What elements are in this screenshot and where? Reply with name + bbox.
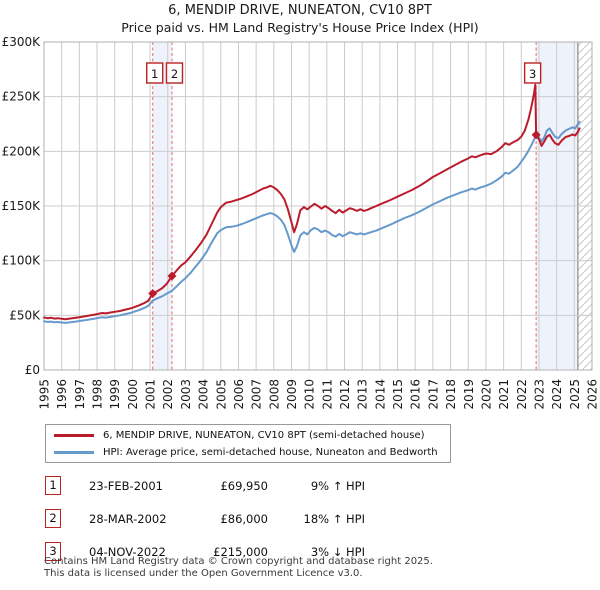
footer-line-2: This data is licensed under the Open Gov…: [44, 567, 363, 579]
transaction-3-hpi-change: 3% ↓ HPI: [310, 545, 365, 559]
x-tick-label-1999: 1999: [108, 379, 122, 410]
y-tick-label-150k: £150K: [2, 199, 42, 213]
y-tick-label-0k: £0: [25, 363, 40, 377]
sale-marker-box-2[interactable]: [165, 62, 184, 84]
transaction-row-3: 3 04-NOV-2022 £215,000 3% ↓ HPI: [0, 542, 600, 564]
sale-marker-diamond-2: [167, 271, 177, 281]
sale-marker-box-1[interactable]: [146, 62, 164, 84]
page-subtitle: Price paid vs. HM Land Registry's House …: [121, 20, 479, 35]
transaction-1-price: £69,950: [220, 479, 268, 493]
price-paid-line: [43, 83, 581, 321]
x-tick-label-2002: 2002: [161, 379, 175, 410]
x-tick-label-2022: 2022: [515, 379, 529, 410]
sale-marker-diamond-3: [531, 130, 541, 140]
x-tick-label-2000: 2000: [126, 379, 140, 410]
transaction-2-hpi-change: 18% ↑ HPI: [303, 512, 365, 526]
x-tick-label-2018: 2018: [444, 379, 458, 410]
transaction-3-date: 04-NOV-2022: [89, 545, 166, 559]
sale-marker-box-3[interactable]: [523, 62, 542, 84]
transaction-3-number-box[interactable]: 3: [45, 542, 61, 561]
sale-marker-box-label-3[interactable]: 3: [529, 67, 536, 81]
x-tick-label-2017: 2017: [426, 379, 440, 410]
transaction-2-price: £86,000: [220, 512, 268, 526]
x-tick-label-2015: 2015: [391, 379, 405, 410]
license-footer: Contains HM Land Registry data © Crown c…: [44, 556, 433, 579]
y-tick-label-250k: £250K: [2, 90, 42, 104]
x-tick-label-2010: 2010: [303, 379, 317, 410]
x-tick-label-2025: 2025: [568, 379, 582, 410]
transaction-1-number-box[interactable]: 1: [45, 476, 61, 495]
hpi-line: [43, 120, 581, 324]
transaction-2-number-box[interactable]: 2: [45, 509, 61, 528]
chart-legend: 6, MENDIP DRIVE, NUNEATON, CV10 8PT (sem…: [45, 424, 451, 463]
x-tick-label-2009: 2009: [285, 379, 299, 410]
footer-line-1: Contains HM Land Registry data © Crown c…: [44, 556, 433, 567]
x-tick-label-2004: 2004: [197, 379, 211, 410]
x-tick-label-2014: 2014: [373, 379, 387, 410]
x-tick-label-2008: 2008: [267, 379, 281, 410]
x-tick-label-2012: 2012: [338, 379, 352, 410]
x-tick-label-2013: 2013: [356, 379, 370, 410]
x-tick-label-2005: 2005: [214, 379, 228, 410]
x-tick-label-2020: 2020: [479, 379, 493, 410]
x-tick-label-2023: 2023: [532, 379, 546, 410]
x-tick-label-1998: 1998: [91, 379, 105, 410]
x-tick-label-2006: 2006: [232, 379, 246, 410]
sale-marker-diamond-1: [148, 289, 158, 299]
sale-marker-box-label-2[interactable]: 2: [171, 67, 178, 81]
x-tick-label-2007: 2007: [250, 379, 264, 410]
plot-frame: [43, 41, 593, 371]
x-tick-label-2024: 2024: [550, 379, 564, 410]
x-tick-label-1997: 1997: [73, 379, 87, 410]
transaction-row-1: 1 23-FEB-2001 £69,950 9% ↑ HPI: [0, 476, 600, 498]
x-tick-label-2003: 2003: [179, 379, 193, 410]
hpi-line-swatch: [54, 450, 94, 454]
x-tick-label-2001: 2001: [144, 379, 158, 410]
transaction-3-price: £215,000: [213, 545, 268, 559]
transaction-row-2: 2 28-MAR-2002 £86,000 18% ↑ HPI: [0, 509, 600, 531]
x-tick-label-2011: 2011: [320, 379, 334, 410]
sale-marker-box-label-1[interactable]: 1: [151, 67, 158, 81]
x-tick-label-1996: 1996: [55, 379, 69, 410]
x-tick-label-2026: 2026: [586, 379, 600, 410]
legend-hpi-label: HPI: Average price, semi-detached house,…: [103, 446, 438, 458]
price-paid-line-swatch: [54, 433, 94, 437]
legend-row-price-paid: 6, MENDIP DRIVE, NUNEATON, CV10 8PT (sem…: [46, 428, 450, 443]
y-tick-label-300k: £300K: [2, 35, 42, 49]
page-title: 6, MENDIP DRIVE, NUNEATON, CV10 8PT: [168, 3, 432, 18]
transaction-1-hpi-change: 9% ↑ HPI: [310, 479, 365, 493]
legend-price-paid-label: 6, MENDIP DRIVE, NUNEATON, CV10 8PT (sem…: [103, 429, 425, 441]
transaction-2-date: 28-MAR-2002: [89, 512, 167, 526]
legend-row-hpi: HPI: Average price, semi-detached house,…: [46, 445, 450, 460]
x-tick-label-2021: 2021: [497, 379, 511, 410]
y-tick-label-50k: £50K: [9, 308, 41, 322]
x-tick-label-1995: 1995: [38, 379, 52, 410]
transaction-1-date: 23-FEB-2001: [89, 479, 163, 493]
x-tick-label-2016: 2016: [409, 379, 423, 410]
x-tick-label-2019: 2019: [462, 379, 476, 410]
y-tick-label-200k: £200K: [2, 144, 42, 158]
y-tick-label-100k: £100K: [2, 254, 42, 268]
